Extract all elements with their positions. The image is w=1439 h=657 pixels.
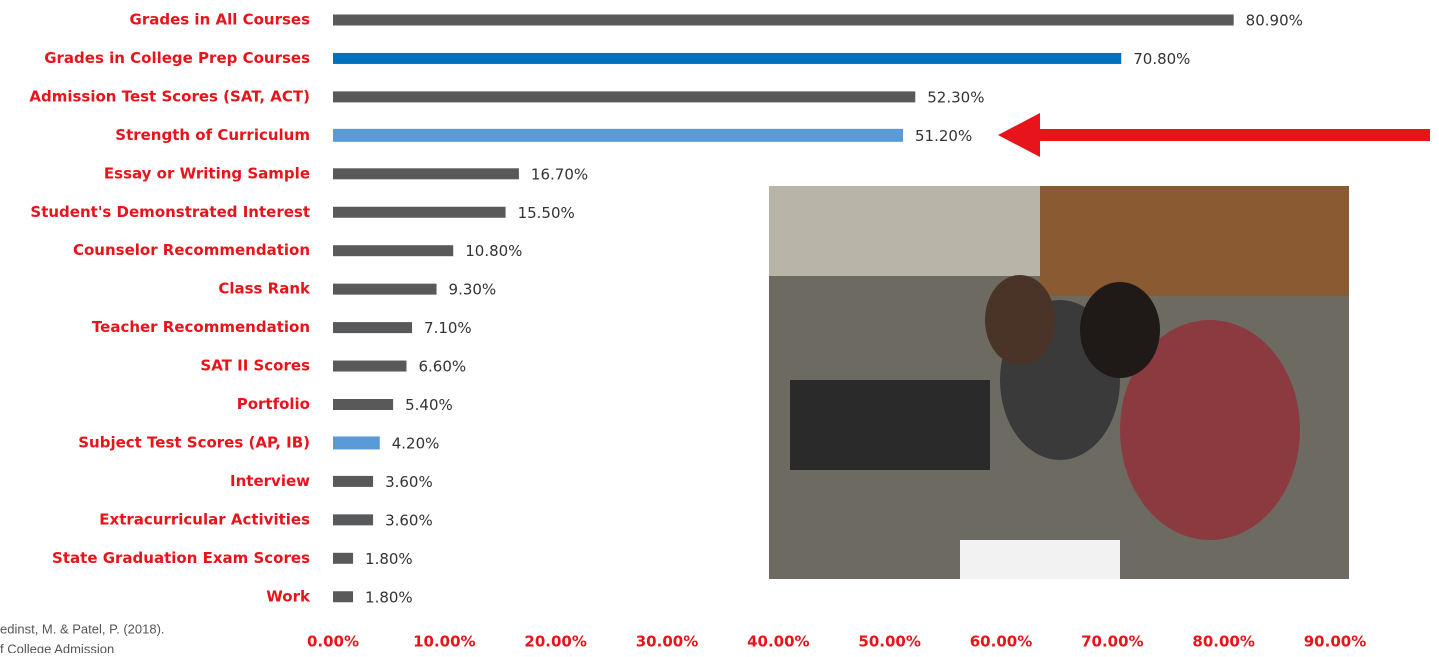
category-label: Portfolio: [237, 395, 310, 413]
value-label: 3.60%: [385, 511, 433, 529]
arrow: [998, 113, 1430, 157]
bar: [333, 399, 393, 410]
bar: [333, 245, 453, 256]
category-label: Interview: [230, 472, 310, 490]
citation: edinst, M. & Patel, P. (2018).: [0, 621, 165, 636]
photo: [769, 186, 1349, 579]
value-label: 1.80%: [365, 550, 413, 568]
bar: [333, 591, 353, 602]
category-label: Student's Demonstrated Interest: [30, 203, 310, 221]
x-tick-label: 30.00%: [636, 633, 698, 651]
value-label: 9.30%: [449, 281, 497, 299]
chart: edinst, M. & Patel, P. (2018). f College…: [0, 0, 1439, 653]
citation: f College Admission: [0, 641, 114, 653]
value-label: 7.10%: [424, 319, 472, 337]
category-label: Strength of Curriculum: [115, 126, 310, 144]
value-label: 80.90%: [1246, 12, 1303, 30]
bar: [333, 168, 519, 179]
category-label: Counselor Recommendation: [73, 241, 310, 259]
category-label: SAT II Scores: [200, 357, 310, 375]
category-label: Teacher Recommendation: [92, 318, 310, 336]
value-label: 10.80%: [465, 242, 522, 260]
bar: [333, 361, 406, 372]
x-tick-label: 60.00%: [970, 633, 1032, 651]
value-label: 3.60%: [385, 473, 433, 491]
bar: [333, 129, 903, 142]
bar: [333, 284, 437, 295]
value-label: 52.30%: [927, 88, 984, 106]
x-tick-label: 0.00%: [307, 633, 359, 651]
value-label: 6.60%: [418, 358, 466, 376]
value-label: 4.20%: [392, 434, 440, 452]
category-label: Essay or Writing Sample: [104, 164, 310, 182]
bar: [333, 436, 380, 449]
bar: [333, 207, 506, 218]
category-label: State Graduation Exam Scores: [52, 549, 310, 567]
bar: [333, 514, 373, 525]
x-tick-label: 90.00%: [1304, 633, 1366, 651]
category-label: Admission Test Scores (SAT, ACT): [29, 87, 310, 105]
value-label: 5.40%: [405, 396, 453, 414]
category-label: Grades in All Courses: [130, 11, 311, 29]
value-label: 15.50%: [518, 204, 575, 222]
bar: [333, 322, 412, 333]
value-label: 16.70%: [531, 165, 588, 183]
category-label: Grades in College Prep Courses: [44, 49, 310, 67]
bar: [333, 15, 1234, 26]
value-label: 1.80%: [365, 588, 413, 606]
x-tick-label: 70.00%: [1081, 633, 1143, 651]
category-label: Extracurricular Activities: [99, 510, 310, 528]
bar: [333, 476, 373, 487]
bar: [333, 553, 353, 564]
category-label: Subject Test Scores (AP, IB): [78, 433, 310, 451]
category-label: Class Rank: [218, 280, 311, 298]
value-label: 51.20%: [915, 127, 972, 145]
x-tick-label: 20.00%: [524, 633, 586, 651]
x-tick-label: 10.00%: [413, 633, 475, 651]
value-label: 70.80%: [1133, 50, 1190, 68]
bar: [333, 91, 915, 102]
category-label: Work: [266, 587, 311, 605]
x-tick-label: 80.00%: [1192, 633, 1254, 651]
bar: [333, 53, 1121, 64]
x-tick-label: 50.00%: [858, 633, 920, 651]
x-tick-label: 40.00%: [747, 633, 809, 651]
